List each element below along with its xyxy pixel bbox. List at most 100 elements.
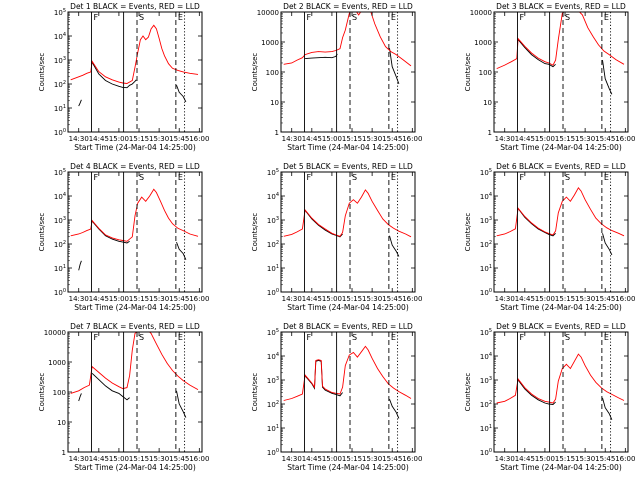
x-tick-label: 15:30 [362,135,382,143]
x-tick-label: 15:30 [149,295,169,303]
x-tick-label: 15:00 [535,455,555,463]
x-tick-label: 15:45 [382,455,402,463]
marker-label: S [139,333,144,342]
y-tick-exponent: 0 [63,288,66,294]
panel-frame [67,11,203,133]
x-tick-label: 15:45 [169,295,189,303]
chart-panel-3: Det 3 BLACK = Events, RED = LLD F S E 1 10 100… [464,2,635,152]
x-tick-label: 15:45 [595,135,615,143]
y-axis-label: Counts/sec [38,213,46,252]
series-events-line [91,372,130,401]
series-events-line [304,210,343,238]
y-tick-label: 10000 [44,329,66,337]
y-tick-exponent: 4 [276,352,279,358]
x-tick-label: 14:30 [282,135,302,143]
x-tick-label: 14:45 [515,455,535,463]
panel-title: Det 7 BLACK = Events, RED = LLD [70,322,200,331]
y-tick-label: 1 [62,449,66,457]
x-tick-label: 16:00 [615,295,635,303]
series-events-line [176,390,187,418]
y-tick-label: 104 [267,352,279,361]
y-tick-label: 103 [54,216,66,225]
x-axis-label: Start Time (24-Mar-04 14:25:00) [287,143,409,152]
marker-label: E [178,173,183,182]
marker-label: F [306,333,311,342]
y-axis-label: Counts/sec [251,53,259,92]
x-tick-label: 16:00 [189,455,209,463]
y-tick-exponent: 2 [276,240,279,246]
x-tick-label: 15:00 [535,135,555,143]
x-tick-label: 15:45 [382,135,402,143]
y-tick-label: 105 [267,328,279,337]
y-tick-label: 1000 [261,39,279,47]
x-tick-label: 16:00 [615,135,635,143]
marker-label: F [93,333,98,342]
panel-frame [280,331,416,453]
y-tick-exponent: 5 [63,8,66,14]
y-tick-label: 100 [54,128,66,137]
x-tick-label: 15:30 [575,135,595,143]
marker-label: S [352,333,357,342]
x-tick-label: 14:45 [302,455,322,463]
y-tick-label: 103 [480,376,492,385]
y-tick-exponent: 2 [63,80,66,86]
y-tick-label: 100 [480,448,492,457]
y-tick-label: 101 [54,264,66,273]
x-tick-label: 16:00 [189,295,209,303]
chart-panel-2: Det 2 BLACK = Events, RED = LLD F S E 1 10 100… [251,2,422,152]
y-tick-exponent: 1 [276,424,279,430]
y-tick-exponent: 1 [489,424,492,430]
y-tick-label: 100 [54,288,66,297]
panel-frame [280,171,416,293]
x-tick-label: 15:30 [149,135,169,143]
x-tick-label: 14:45 [515,295,535,303]
marker-label: E [604,13,609,22]
y-tick-label: 100 [267,448,279,457]
y-tick-exponent: 1 [63,104,66,110]
marker-label: E [604,333,609,342]
x-axis-label: Start Time (24-Mar-04 14:25:00) [74,143,196,152]
series-lld-line [283,189,412,238]
marker-label: E [391,173,396,182]
x-tick-label: 15:45 [382,295,402,303]
x-axis-label: Start Time (24-Mar-04 14:25:00) [500,463,622,472]
marker-label: S [352,13,357,22]
x-tick-label: 14:30 [495,135,515,143]
x-tick-label: 15:00 [322,455,342,463]
y-tick-label: 104 [480,192,492,201]
x-tick-label: 15:00 [322,135,342,143]
y-tick-exponent: 0 [489,288,492,294]
x-tick-label: 15:30 [575,455,595,463]
x-tick-label: 15:30 [149,455,169,463]
y-tick-label: 10 [270,99,279,107]
y-tick-label: 102 [480,240,492,249]
y-tick-exponent: 5 [489,328,492,334]
y-tick-label: 104 [54,32,66,41]
panel-title: Det 1 BLACK = Events, RED = LLD [70,2,200,11]
y-tick-label: 102 [54,240,66,249]
marker-label: F [306,13,311,22]
x-axis-label: Start Time (24-Mar-04 14:25:00) [74,463,196,472]
series-events-line [78,393,82,402]
y-tick-label: 105 [267,168,279,177]
series-lld-line [496,353,625,404]
x-tick-label: 15:30 [575,295,595,303]
marker-label: E [178,13,183,22]
marker-label: S [565,173,570,182]
series-events-line [305,53,338,60]
x-tick-label: 15:00 [535,295,555,303]
x-tick-label: 14:45 [89,295,109,303]
x-tick-label: 14:30 [495,455,515,463]
marker-label: E [391,333,396,342]
y-tick-label: 101 [480,264,492,273]
y-tick-exponent: 4 [63,192,66,198]
x-tick-label: 15:15 [129,135,149,143]
marker-label: F [519,13,524,22]
x-tick-label: 15:30 [362,455,382,463]
